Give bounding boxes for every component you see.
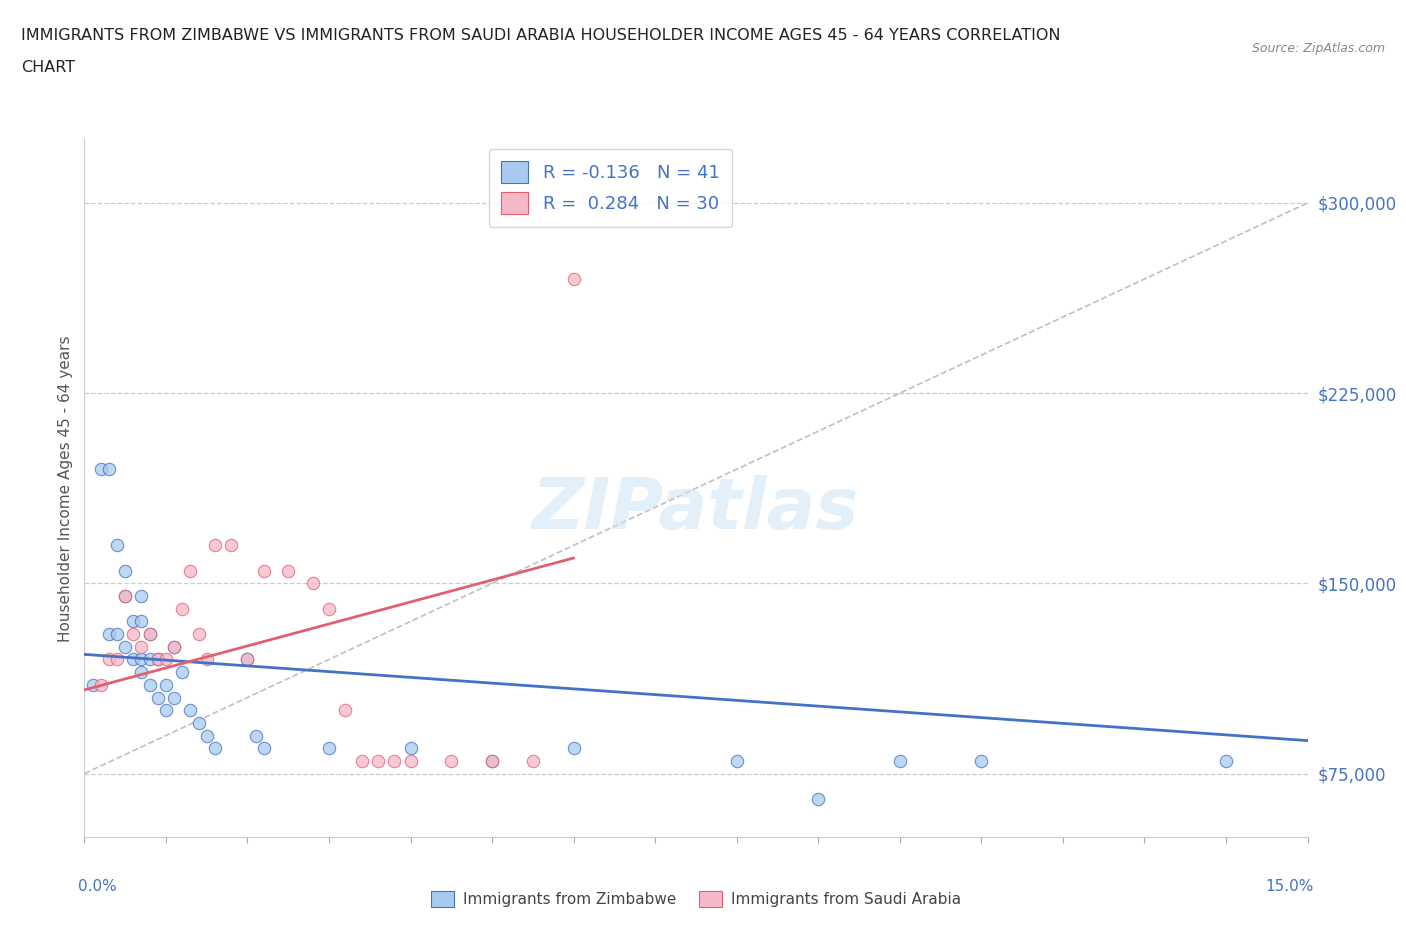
- Point: [105, 652, 128, 667]
- Point: [90, 462, 112, 477]
- Point: [138, 627, 160, 642]
- Point: [318, 602, 340, 617]
- Point: [253, 741, 276, 756]
- Point: [114, 589, 136, 604]
- Point: [105, 627, 128, 642]
- Point: [204, 538, 226, 552]
- Point: [253, 564, 276, 578]
- Point: [105, 538, 128, 552]
- Point: [440, 753, 463, 768]
- Point: [163, 639, 186, 654]
- Point: [236, 652, 259, 667]
- Point: [195, 728, 218, 743]
- Point: [179, 564, 201, 578]
- Point: [725, 753, 748, 768]
- Point: [97, 462, 120, 477]
- Point: [114, 589, 136, 604]
- Point: [146, 652, 169, 667]
- Point: [1215, 753, 1237, 768]
- Point: [970, 753, 993, 768]
- Point: [382, 753, 405, 768]
- Point: [122, 627, 145, 642]
- Point: [155, 652, 177, 667]
- Point: [131, 589, 153, 604]
- Point: [335, 703, 357, 718]
- Point: [399, 741, 422, 756]
- Y-axis label: Householder Income Ages 45 - 64 years: Householder Income Ages 45 - 64 years: [58, 335, 73, 642]
- Point: [131, 652, 153, 667]
- Text: CHART: CHART: [21, 60, 75, 75]
- Point: [195, 652, 218, 667]
- Point: [245, 728, 267, 743]
- Legend: Immigrants from Zimbabwe, Immigrants from Saudi Arabia: Immigrants from Zimbabwe, Immigrants fro…: [425, 884, 967, 913]
- Point: [481, 753, 503, 768]
- Point: [187, 627, 209, 642]
- Point: [138, 627, 160, 642]
- Text: Source: ZipAtlas.com: Source: ZipAtlas.com: [1251, 42, 1385, 55]
- Point: [131, 639, 153, 654]
- Point: [138, 677, 160, 692]
- Text: 0.0%: 0.0%: [79, 879, 117, 894]
- Point: [187, 715, 209, 730]
- Text: IMMIGRANTS FROM ZIMBABWE VS IMMIGRANTS FROM SAUDI ARABIA HOUSEHOLDER INCOME AGES: IMMIGRANTS FROM ZIMBABWE VS IMMIGRANTS F…: [21, 28, 1060, 43]
- Point: [204, 741, 226, 756]
- Point: [122, 652, 145, 667]
- Point: [82, 677, 104, 692]
- Point: [318, 741, 340, 756]
- Point: [889, 753, 911, 768]
- Point: [114, 639, 136, 654]
- Point: [172, 602, 194, 617]
- Point: [155, 677, 177, 692]
- Point: [481, 753, 503, 768]
- Point: [301, 576, 323, 591]
- Point: [367, 753, 389, 768]
- Point: [562, 741, 585, 756]
- Point: [97, 652, 120, 667]
- Text: 15.0%: 15.0%: [1265, 879, 1313, 894]
- Point: [163, 639, 186, 654]
- Point: [90, 677, 112, 692]
- Point: [277, 564, 299, 578]
- Point: [807, 791, 830, 806]
- Point: [131, 614, 153, 629]
- Point: [138, 652, 160, 667]
- Point: [146, 690, 169, 705]
- Point: [179, 703, 201, 718]
- Point: [399, 753, 422, 768]
- Point: [122, 614, 145, 629]
- Point: [155, 703, 177, 718]
- Point: [146, 652, 169, 667]
- Point: [522, 753, 544, 768]
- Point: [97, 627, 120, 642]
- Point: [114, 564, 136, 578]
- Text: ZIPatlas: ZIPatlas: [533, 474, 859, 544]
- Point: [350, 753, 373, 768]
- Point: [172, 665, 194, 680]
- Point: [131, 665, 153, 680]
- Point: [236, 652, 259, 667]
- Point: [163, 690, 186, 705]
- Point: [562, 272, 585, 286]
- Point: [219, 538, 242, 552]
